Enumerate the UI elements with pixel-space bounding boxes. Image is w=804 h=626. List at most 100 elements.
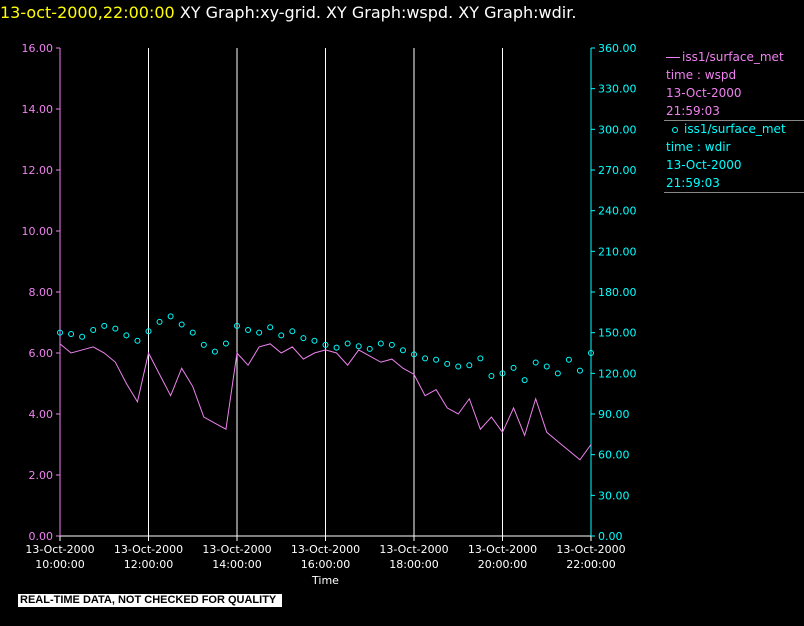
wdir-point: [576, 367, 583, 374]
y-right-tick-label: 30.00: [598, 489, 630, 502]
wdir-point: [488, 373, 495, 380]
wdir-point: [532, 359, 539, 366]
wdir-point: [134, 337, 141, 344]
legend-divider: [664, 120, 804, 121]
legend-wspd: iss1/surface_met time : wspd 13-Oct-2000…: [666, 48, 784, 120]
y-left-tick-label: 16.00: [22, 42, 54, 55]
wdir-point: [377, 340, 384, 347]
legend-wdir-var: time : wdir: [666, 140, 731, 154]
wdir-point: [90, 326, 97, 333]
wdir-point: [521, 377, 528, 384]
wdir-point: [499, 370, 506, 377]
wdir-point: [156, 318, 163, 325]
wdir-point: [256, 329, 263, 336]
y-left-tick-label: 4.00: [29, 408, 54, 421]
x-tick-label-time: 10:00:00: [35, 558, 84, 571]
wdir-point: [477, 355, 484, 362]
x-tick-label-date: 13-Oct-2000: [556, 543, 625, 556]
y-right-tick-label: 300.00: [598, 123, 637, 136]
wdir-point: [366, 345, 373, 352]
wdir-point: [289, 328, 296, 335]
wdir-point: [57, 329, 63, 336]
y-left-tick-label: 10.00: [22, 225, 54, 238]
wdir-point: [510, 364, 517, 371]
x-tick-label-date: 13-Oct-2000: [291, 543, 360, 556]
wdir-point: [455, 363, 462, 370]
legend-wdir-marker-icon: [672, 126, 678, 133]
wdir-point: [222, 340, 229, 347]
x-tick-label-date: 13-Oct-2000: [468, 543, 537, 556]
y-right-tick-label: 330.00: [598, 83, 637, 96]
legend-wspd-time: 21:59:03: [666, 104, 720, 118]
wdir-point: [267, 324, 274, 331]
title-graph-list: XY Graph:xy-grid. XY Graph:wspd. XY Grap…: [179, 3, 577, 22]
y-right-tick-label: 360.00: [598, 42, 637, 55]
legend-wspd-swatch: [666, 57, 680, 58]
wdir-point: [300, 335, 307, 342]
legend-wdir-date: 13-Oct-2000: [666, 158, 742, 172]
x-tick-label-time: 14:00:00: [212, 558, 261, 571]
wdir-point: [399, 347, 406, 354]
legend-wspd-series: iss1/surface_met: [666, 48, 784, 66]
wdir-point: [554, 370, 561, 377]
y-right-tick-label: 210.00: [598, 245, 637, 258]
wdir-point: [411, 351, 417, 358]
legend-wdir-series: iss1/surface_met: [666, 120, 786, 138]
y-left-tick-label: 8.00: [29, 286, 54, 299]
wdir-point: [189, 329, 196, 336]
x-tick-label-time: 16:00:00: [301, 558, 350, 571]
x-tick-label-time: 20:00:00: [478, 558, 527, 571]
wdir-point: [112, 325, 119, 332]
wdir-point: [565, 356, 572, 363]
title-datetime: 13-oct-2000,22:00:00: [0, 3, 175, 22]
wdir-point: [200, 341, 207, 348]
wdir-point: [333, 344, 340, 351]
wdir-point: [444, 360, 451, 367]
y-right-tick-label: 90.00: [598, 408, 630, 421]
y-right-tick-label: 270.00: [598, 164, 637, 177]
wdir-point: [588, 350, 594, 356]
wdir-point: [211, 348, 218, 355]
wdir-point: [543, 363, 550, 370]
x-tick-label-date: 13-Oct-2000: [202, 543, 271, 556]
legend-wspd-date: 13-Oct-2000: [666, 86, 742, 100]
wdir-point: [234, 322, 240, 329]
y-right-tick-label: 240.00: [598, 205, 637, 218]
y-left-tick-label: 6.00: [29, 347, 54, 360]
wdir-point: [68, 331, 75, 338]
wdir-point: [433, 356, 440, 363]
x-tick-label-time: 12:00:00: [124, 558, 173, 571]
quality-warning: REAL-TIME DATA, NOT CHECKED FOR QUALITY: [18, 594, 283, 607]
wdir-point: [322, 341, 329, 348]
wdir-point: [344, 340, 351, 347]
wdir-point: [145, 328, 152, 335]
legend-wspd-var: time : wspd: [666, 68, 737, 82]
wdir-point: [79, 333, 86, 340]
x-tick-label-date: 13-Oct-2000: [25, 543, 94, 556]
y-right-tick-label: 60.00: [598, 449, 630, 462]
legend-divider: [664, 192, 804, 193]
wdir-point: [388, 341, 395, 348]
y-right-tick-label: 180.00: [598, 286, 637, 299]
wdir-point: [101, 322, 108, 329]
wdir-point: [422, 355, 429, 362]
y-left-tick-label: 2.00: [29, 469, 54, 482]
y-right-tick-label: 150.00: [598, 327, 637, 340]
y-left-tick-label: 12.00: [22, 164, 54, 177]
x-tick-label-time: 18:00:00: [389, 558, 438, 571]
wdir-point: [245, 326, 252, 333]
x-axis-label: Time: [311, 574, 339, 587]
wspd-series-line: [59, 343, 592, 461]
wdir-point: [466, 362, 473, 369]
wdir-point: [167, 313, 174, 320]
wdir-point: [178, 321, 185, 328]
y-right-tick-label: 0.00: [598, 530, 623, 543]
y-right-tick-label: 120.00: [598, 367, 637, 380]
x-tick-label-date: 13-Oct-2000: [114, 543, 183, 556]
wdir-point: [355, 343, 362, 350]
wdir-point: [311, 337, 318, 344]
wdir-point: [278, 332, 285, 339]
x-tick-label-date: 13-Oct-2000: [379, 543, 448, 556]
window-title: 13-oct-2000,22:00:00 XY Graph:xy-grid. X…: [0, 3, 576, 25]
